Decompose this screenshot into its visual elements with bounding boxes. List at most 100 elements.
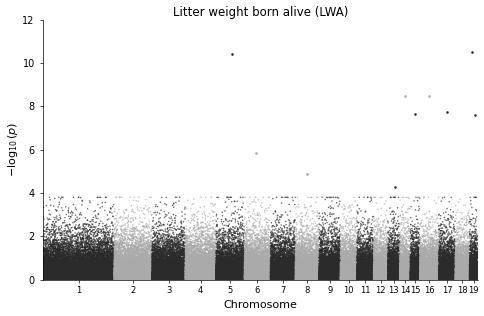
Point — [324, 262, 332, 267]
Point — [91, 226, 99, 231]
Point — [147, 272, 154, 277]
Point — [300, 265, 307, 270]
Point — [347, 276, 354, 281]
Point — [441, 272, 449, 277]
Point — [325, 249, 333, 254]
Point — [66, 276, 74, 282]
Point — [447, 264, 454, 269]
Point — [388, 276, 396, 281]
Point — [449, 264, 456, 270]
Point — [229, 276, 237, 281]
Point — [344, 262, 351, 267]
Point — [91, 258, 99, 263]
Point — [460, 277, 468, 282]
Point — [197, 273, 205, 278]
Point — [249, 267, 257, 272]
Point — [174, 268, 182, 273]
Point — [300, 270, 308, 276]
Point — [274, 267, 282, 272]
Point — [111, 271, 119, 276]
Point — [200, 261, 208, 266]
Point — [51, 276, 59, 281]
Point — [214, 256, 222, 261]
Point — [314, 258, 322, 263]
Point — [41, 267, 48, 272]
Point — [203, 266, 211, 271]
Point — [126, 274, 134, 279]
Point — [277, 273, 285, 278]
Point — [286, 265, 294, 270]
Point — [203, 272, 211, 277]
Point — [426, 257, 434, 262]
Point — [126, 257, 134, 262]
Point — [428, 240, 436, 246]
Point — [129, 271, 137, 276]
Point — [39, 254, 47, 259]
Point — [254, 243, 261, 248]
Point — [227, 255, 235, 260]
Point — [82, 247, 90, 252]
Point — [56, 260, 64, 265]
Point — [288, 273, 296, 278]
Point — [189, 264, 197, 269]
Point — [294, 205, 302, 210]
Point — [460, 260, 468, 265]
Point — [362, 264, 370, 270]
Point — [126, 245, 134, 250]
Point — [173, 251, 181, 256]
Point — [209, 275, 217, 280]
Point — [440, 252, 448, 257]
Point — [305, 271, 313, 276]
Point — [170, 253, 178, 258]
Point — [323, 277, 331, 282]
Point — [233, 275, 241, 280]
Point — [470, 257, 478, 262]
Point — [363, 220, 371, 225]
Point — [447, 267, 454, 272]
Point — [396, 273, 404, 278]
Point — [265, 251, 273, 256]
Point — [404, 266, 412, 271]
Point — [321, 262, 329, 267]
Point — [395, 271, 403, 276]
Point — [237, 259, 244, 264]
Point — [226, 258, 233, 263]
Point — [301, 276, 309, 281]
Point — [428, 261, 436, 266]
Point — [447, 228, 454, 234]
Point — [187, 266, 195, 271]
Point — [110, 265, 118, 270]
Point — [222, 273, 230, 278]
Point — [225, 270, 232, 275]
Point — [155, 267, 163, 272]
Point — [375, 276, 382, 282]
Point — [101, 269, 108, 274]
Point — [323, 270, 331, 275]
Point — [404, 276, 411, 281]
Point — [39, 270, 47, 275]
Point — [389, 276, 396, 281]
Point — [169, 267, 177, 272]
Point — [219, 255, 227, 260]
Point — [199, 272, 207, 277]
Point — [103, 262, 111, 267]
Point — [390, 265, 397, 270]
Point — [424, 257, 432, 262]
Point — [118, 275, 125, 280]
Point — [402, 272, 409, 277]
Point — [356, 254, 364, 259]
Point — [190, 276, 198, 281]
Point — [104, 273, 112, 278]
Point — [331, 277, 338, 282]
Point — [277, 258, 285, 263]
Point — [121, 262, 128, 267]
Point — [306, 274, 314, 279]
Point — [439, 237, 447, 242]
Point — [66, 275, 74, 280]
Point — [147, 275, 155, 280]
Point — [335, 274, 343, 279]
Point — [274, 246, 282, 251]
Point — [94, 264, 102, 269]
Point — [171, 270, 179, 275]
Point — [350, 273, 358, 278]
